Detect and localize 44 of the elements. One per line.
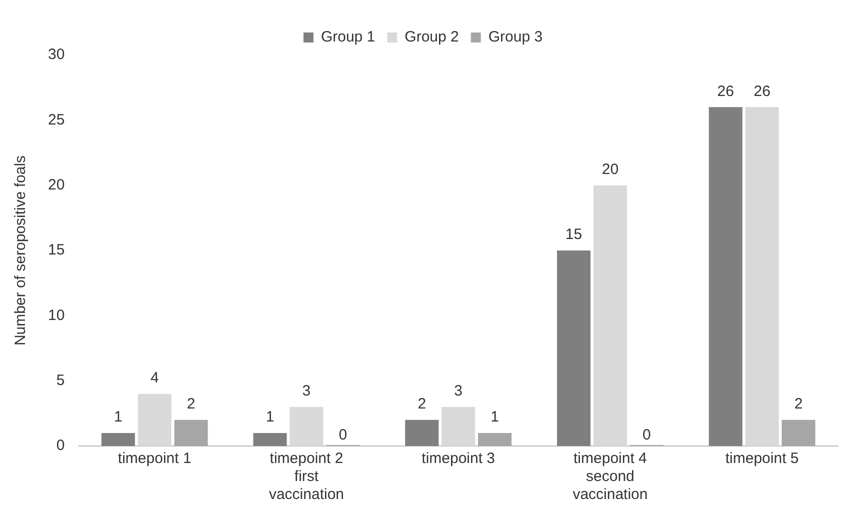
legend-label: Group 1 — [320, 28, 376, 46]
bar — [745, 107, 779, 446]
data-label: 0 — [338, 426, 348, 444]
data-label: 15 — [565, 226, 582, 244]
bar — [478, 432, 512, 446]
bar — [101, 432, 135, 446]
bar — [405, 420, 439, 446]
data-label: 0 — [642, 426, 651, 444]
data-label: 3 — [454, 382, 463, 400]
bar — [556, 250, 591, 446]
y-tick-label: 20 — [48, 176, 65, 194]
data-label: 2 — [418, 396, 426, 413]
data-label: 26 — [717, 82, 734, 100]
bar — [708, 107, 742, 446]
data-label: 1 — [114, 408, 122, 426]
bar — [290, 406, 324, 446]
data-label: 1 — [266, 408, 274, 426]
y-tick-label: 0 — [56, 437, 65, 454]
data-label: 4 — [150, 370, 159, 387]
legend-label: Group 3 — [488, 28, 543, 46]
bar — [253, 432, 287, 446]
bar — [442, 406, 476, 446]
x-tick-label: timepoint 3 — [422, 450, 496, 468]
y-tick-label: 10 — [48, 306, 65, 324]
x-tick-label: timepoint 1 — [118, 450, 192, 468]
y-tick-label: 15 — [48, 242, 65, 259]
x-tick-label: timepoint 4 second vaccination — [572, 450, 648, 504]
data-label: 26 — [754, 82, 770, 100]
x-tick-label: timepoint 2 first vaccination — [268, 450, 344, 504]
y-tick-label: 25 — [48, 111, 65, 128]
legend-label: Group 2 — [404, 28, 459, 46]
y-axis-title: Number of seropositive foals — [12, 155, 30, 346]
bar — [593, 185, 627, 446]
bar — [782, 420, 816, 446]
bar — [174, 420, 208, 446]
data-label: 2 — [186, 396, 196, 413]
data-label: 2 — [794, 396, 803, 413]
y-tick-label: 5 — [56, 372, 65, 389]
x-tick-label: timepoint 5 — [725, 450, 799, 468]
data-label: 20 — [602, 160, 619, 178]
bar — [138, 394, 172, 446]
data-label: 1 — [490, 408, 499, 426]
data-label: 3 — [302, 382, 311, 400]
y-tick-label: 30 — [48, 46, 65, 64]
